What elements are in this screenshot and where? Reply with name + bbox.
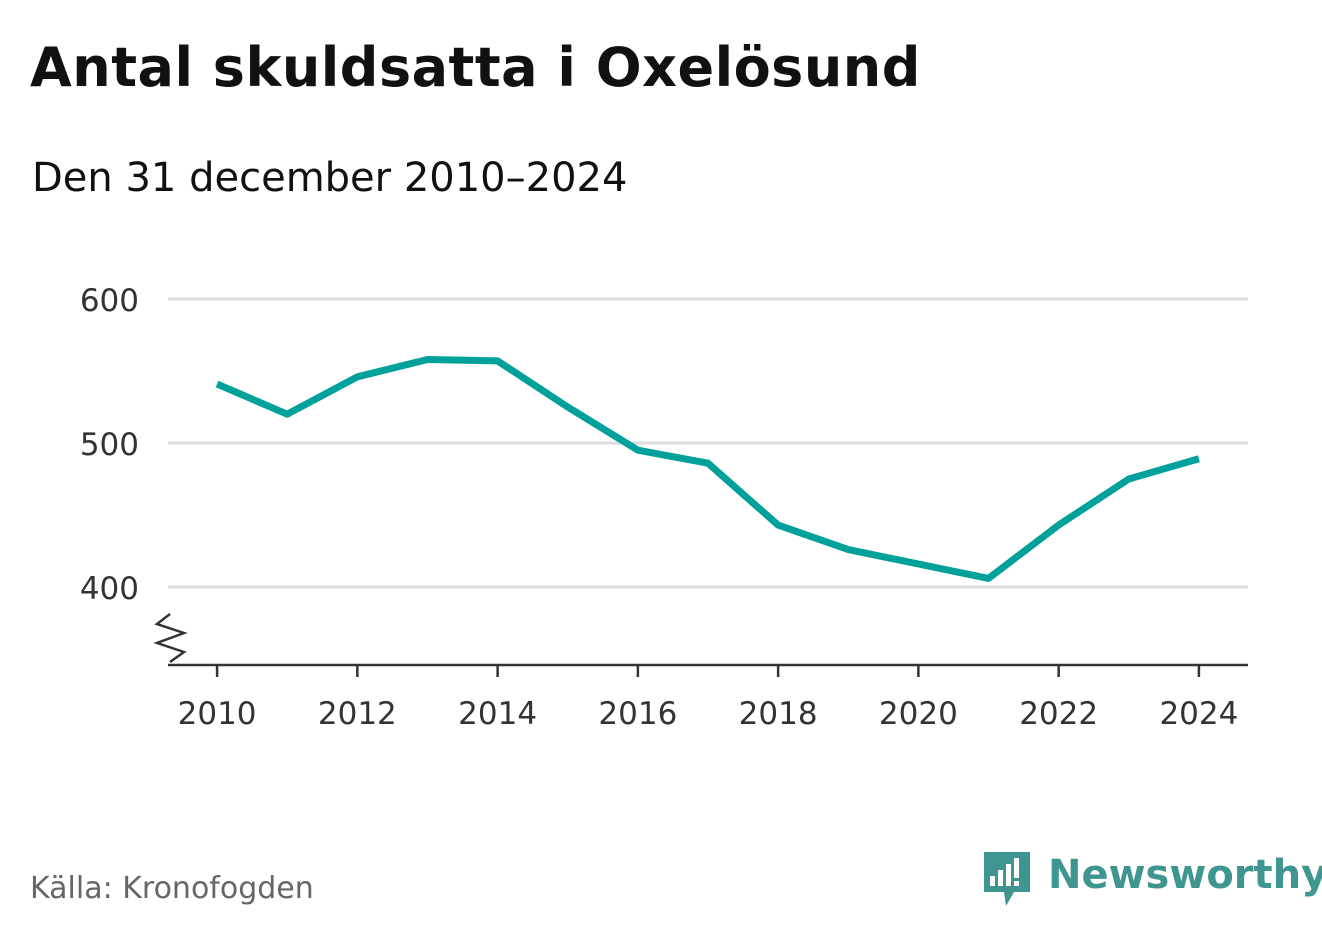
y-tick-label: 400	[80, 571, 139, 607]
chart-subtitle: Den 31 december 2010–2024	[32, 155, 628, 201]
x-tick-label: 2010	[178, 696, 257, 732]
grid-lines	[168, 297, 1248, 589]
x-tick-label: 2020	[879, 696, 958, 732]
y-tick-label: 600	[80, 283, 139, 319]
x-tick-label: 2016	[598, 696, 677, 732]
x-tick-label: 2022	[1019, 696, 1098, 732]
x-axis	[168, 663, 1248, 677]
y-tick-label: 500	[80, 427, 139, 463]
series-line	[215, 356, 1200, 582]
x-tick-label: 2014	[458, 696, 537, 732]
source-note: Källa: Kronofogden	[30, 871, 314, 906]
x-tick-label: 2024	[1159, 696, 1238, 732]
x-tick-label: 2012	[318, 696, 397, 732]
newsworthy-logo-icon	[984, 852, 1030, 906]
brand-name: Newsworthy	[1048, 852, 1322, 898]
chart-title: Antal skuldsatta i Oxelösund	[30, 36, 921, 99]
series-group	[215, 356, 1200, 582]
x-tick-labels: 2010 2012 2014 2016 2018 2020 2022 2024	[178, 696, 1239, 732]
axis-break-icon	[153, 613, 188, 664]
x-tick-label: 2018	[739, 696, 818, 732]
newsworthy-brand: Newsworthy	[980, 848, 1322, 912]
y-tick-labels: 400 500 600	[80, 283, 139, 607]
